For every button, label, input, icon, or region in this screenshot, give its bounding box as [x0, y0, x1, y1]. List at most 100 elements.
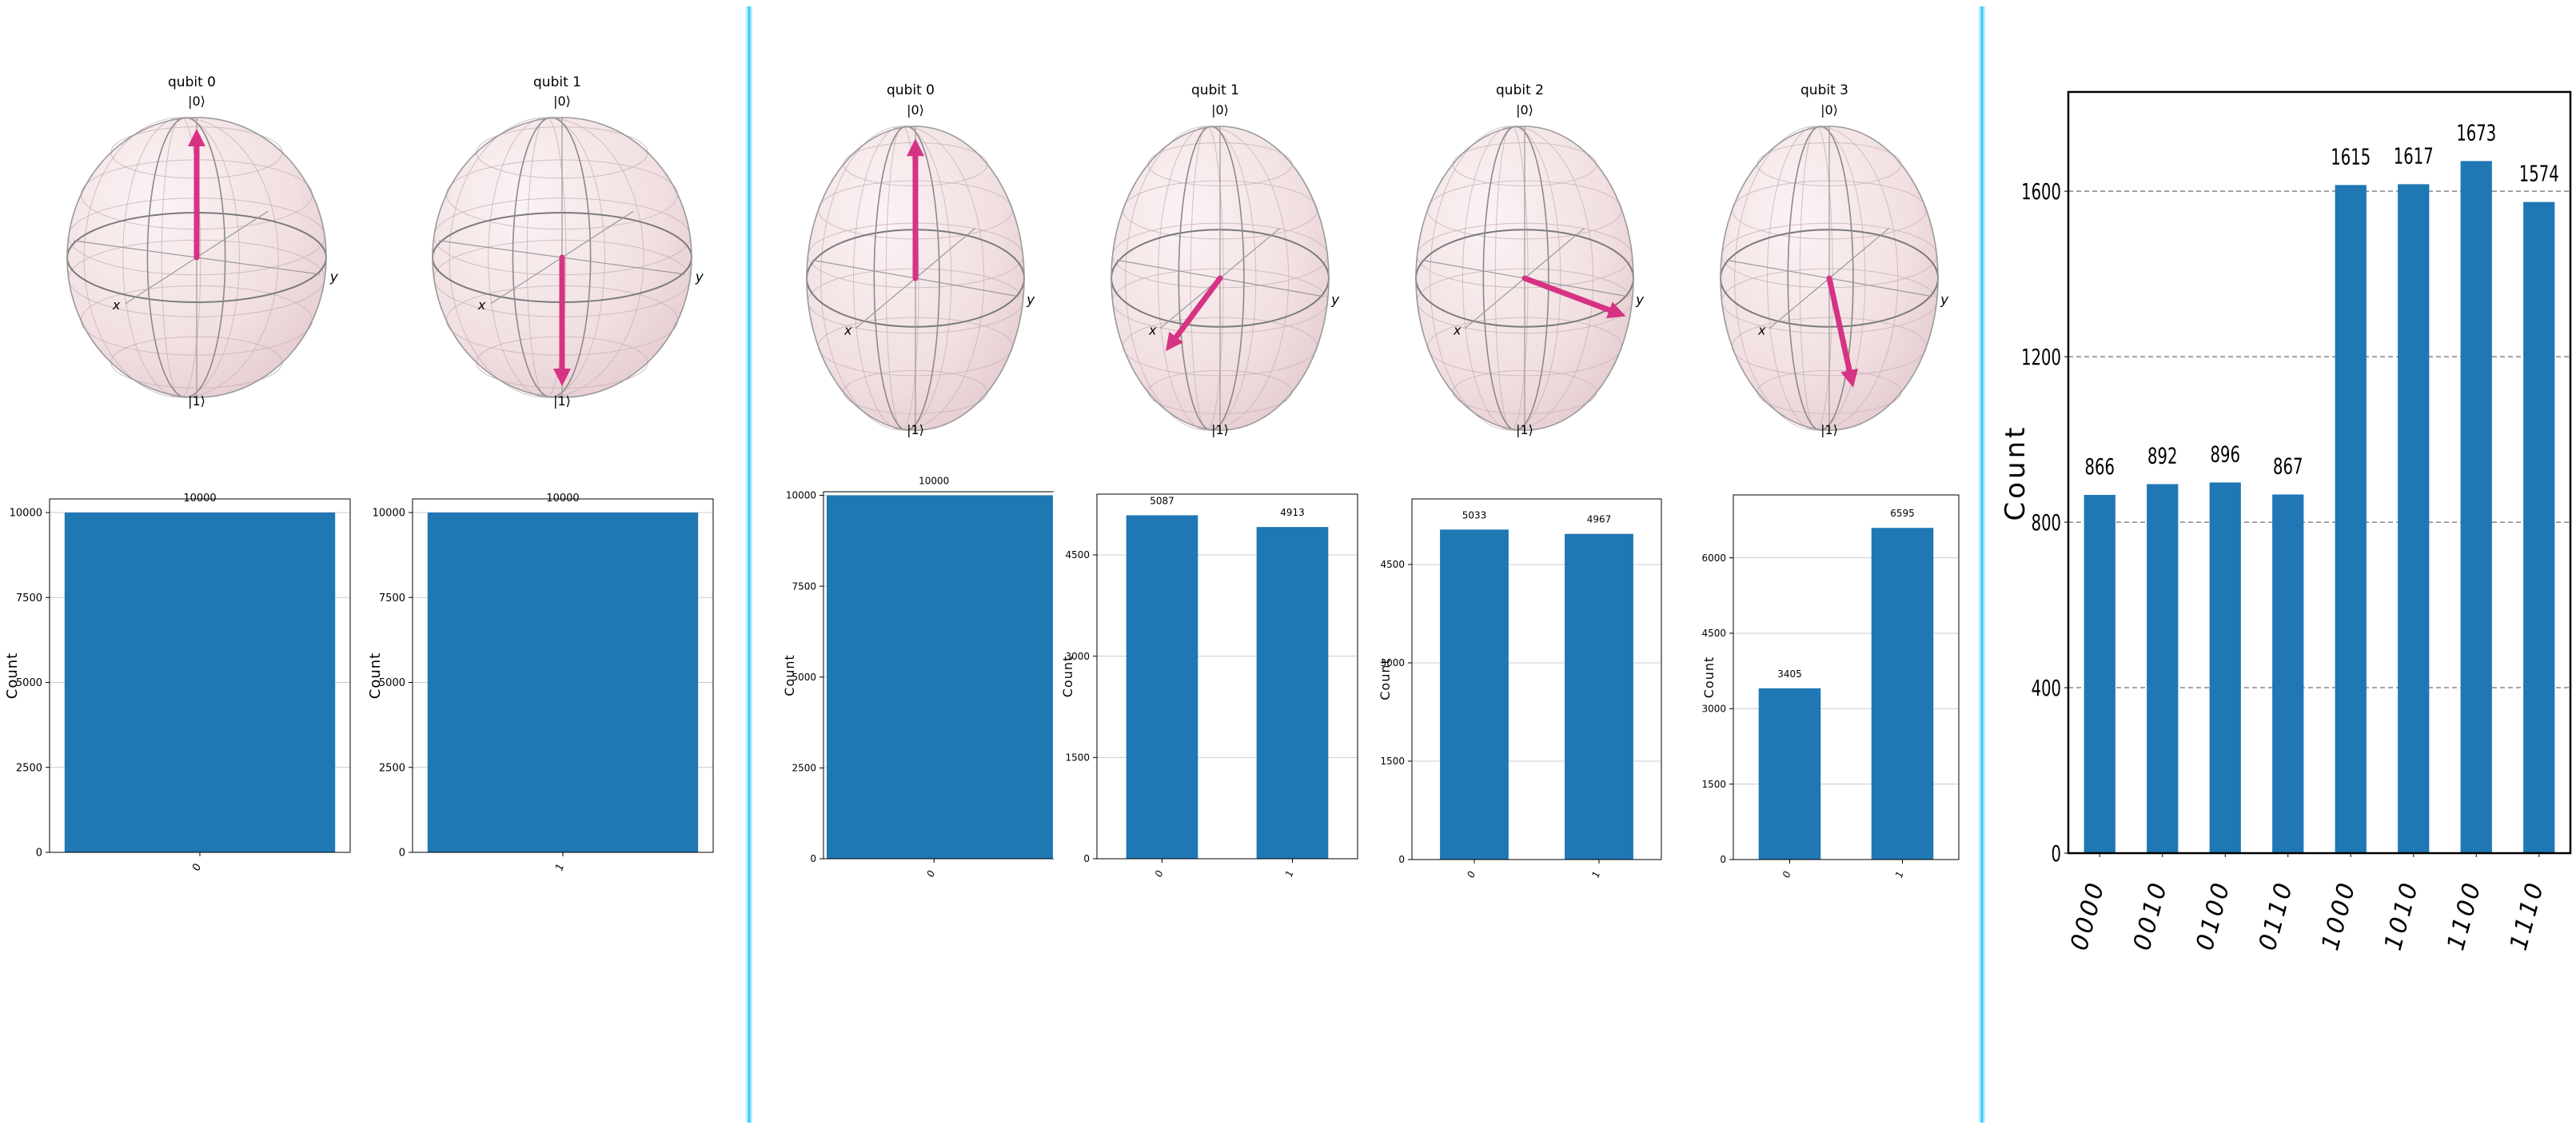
x-tick-label: 0000: [2065, 878, 2111, 953]
bar-value-label: 5087: [1150, 495, 1174, 506]
bar-value-label: 1617: [2394, 143, 2434, 169]
bar-value-label: 1574: [2519, 161, 2559, 186]
y-tick-label: 7500: [792, 580, 816, 592]
ket-zero-label: |0⟩: [1211, 102, 1229, 118]
state-vector-arrowhead: [1840, 368, 1858, 388]
y-axis-label: y: [1330, 292, 1340, 308]
y-tick-label: 5000: [792, 672, 816, 683]
bar-1010: [2398, 184, 2430, 853]
bar-value-label: 3405: [1777, 668, 1802, 680]
bar-1: [1256, 527, 1329, 859]
x-axis-label: x: [843, 322, 852, 337]
panel-separator-2: [1978, 6, 1986, 1123]
y-tick-label: 2500: [379, 762, 405, 774]
ket-one-label: |1⟩: [553, 393, 571, 409]
y-tick-label: 1500: [1701, 779, 1726, 790]
bloch-sphere-qubit-1: qubit 1 |0⟩ |1⟩ x y: [432, 74, 704, 409]
state-vector-arrowhead: [1166, 331, 1183, 352]
y-tick-label: 0: [399, 848, 405, 860]
bar-value-label: 867: [2273, 453, 2303, 479]
bar-1: [1565, 533, 1633, 860]
sphere-longitude-line: [83, 117, 279, 398]
y-axis-label: y: [1635, 292, 1645, 308]
panel-separator-1: [745, 6, 753, 1123]
plot-frame: [1733, 494, 1960, 860]
plot-frame: [2067, 90, 2572, 855]
bar-value-label: 866: [2085, 453, 2115, 479]
y-axis-label: Count: [1701, 656, 1717, 699]
sphere-title: qubit 0: [168, 74, 216, 90]
histogram-3: 0 2500 5000 7500 10000 10000 0 Count: [782, 476, 1055, 879]
x-tick-label: 0110: [2254, 878, 2299, 953]
y-tick-label: 1500: [1065, 752, 1090, 764]
x-axis-label: x: [112, 297, 121, 313]
bloch-sphere-qubit-0: qubit 0 |0⟩ |1⟩ x y: [806, 82, 1035, 437]
y-tick-label: 800: [2032, 509, 2061, 535]
y-tick-label: 7500: [16, 592, 42, 604]
bar-0: [827, 495, 1054, 859]
bar-0: [64, 513, 336, 852]
y-tick-label: 0: [1398, 854, 1405, 865]
plot-frame: [49, 498, 351, 853]
y-tick-label: 10000: [786, 490, 816, 501]
y-axis-label: Count: [1378, 658, 1393, 700]
bar-value-label: 1615: [2331, 144, 2371, 170]
state-vector-arrowhead: [188, 129, 205, 146]
y-tick-label: 0: [36, 848, 42, 860]
x-tick-label: 0100: [2191, 878, 2236, 953]
bloch-sphere-qubit-0: qubit 0 |0⟩ |1⟩ x y: [66, 74, 339, 409]
sphere-longitude-line: [1125, 126, 1290, 431]
sphere-longitude-line: [449, 117, 644, 398]
bar-1110: [2523, 201, 2555, 853]
bar-0: [1758, 688, 1821, 860]
x-axis-label: x: [477, 297, 486, 313]
y-tick-label: 1200: [2021, 344, 2061, 369]
y-tick-label: 0: [1083, 853, 1090, 864]
y-axis-label: Count: [2000, 425, 2032, 521]
ket-zero-label: |0⟩: [1516, 102, 1533, 118]
ket-zero-label: |0⟩: [1820, 102, 1838, 118]
state-vector-arrowhead: [553, 369, 571, 386]
bar-1100: [2460, 161, 2492, 853]
bloch-sphere-qubit-1: qubit 1 |0⟩ |1⟩ x y: [1111, 82, 1340, 437]
y-axis-label: Count: [782, 654, 797, 696]
sphere-longitude-line: [1734, 126, 1899, 431]
plot-frame: [1411, 498, 1662, 860]
bar-1000: [2335, 185, 2367, 854]
histogram-4: 0 1500 3000 4500 5087 0 4913 1 Count: [1060, 493, 1358, 879]
state-vector: [1173, 275, 1223, 341]
state-vector: [1826, 275, 1852, 373]
bar-0: [1126, 515, 1198, 859]
bloch-sphere-qubit-3: qubit 3 |0⟩ |1⟩ x y: [1720, 82, 1949, 437]
bar-value-label: 892: [2147, 443, 2177, 469]
ket-one-label: |1⟩: [1211, 422, 1229, 437]
x-tick-label: 0: [190, 862, 204, 872]
y-tick-label: 3000: [1701, 704, 1726, 715]
plot-frame: [412, 498, 714, 853]
sphere-title: qubit 0: [887, 82, 935, 98]
x-tick-label: 1: [1283, 869, 1296, 879]
y-tick-label: 7500: [379, 592, 405, 604]
sphere-title: qubit 1: [1191, 82, 1239, 98]
bar-value-label: 4913: [1280, 507, 1305, 518]
bar-1: [427, 513, 699, 852]
sphere-title: qubit 2: [1496, 82, 1544, 98]
y-tick-label: 400: [2032, 675, 2061, 700]
x-tick-label: 1: [1589, 870, 1602, 880]
y-tick-label: 5000: [16, 677, 42, 689]
bar-value-label: 1673: [2456, 120, 2496, 146]
sphere-longitude-line: [1430, 126, 1594, 431]
x-tick-label: 0: [1153, 868, 1166, 878]
ket-zero-label: |0⟩: [553, 94, 571, 109]
y-axis-label: y: [329, 269, 339, 285]
state-vector: [1521, 275, 1613, 313]
sphere-title: qubit 3: [1800, 82, 1848, 98]
x-tick-label: 1010: [2379, 878, 2425, 953]
bar-0010: [2147, 484, 2179, 853]
y-tick-label: 0: [2052, 840, 2061, 866]
y-tick-label: 1600: [2021, 178, 2061, 204]
y-tick-label: 10000: [10, 508, 42, 520]
bar-1: [1871, 528, 1934, 860]
